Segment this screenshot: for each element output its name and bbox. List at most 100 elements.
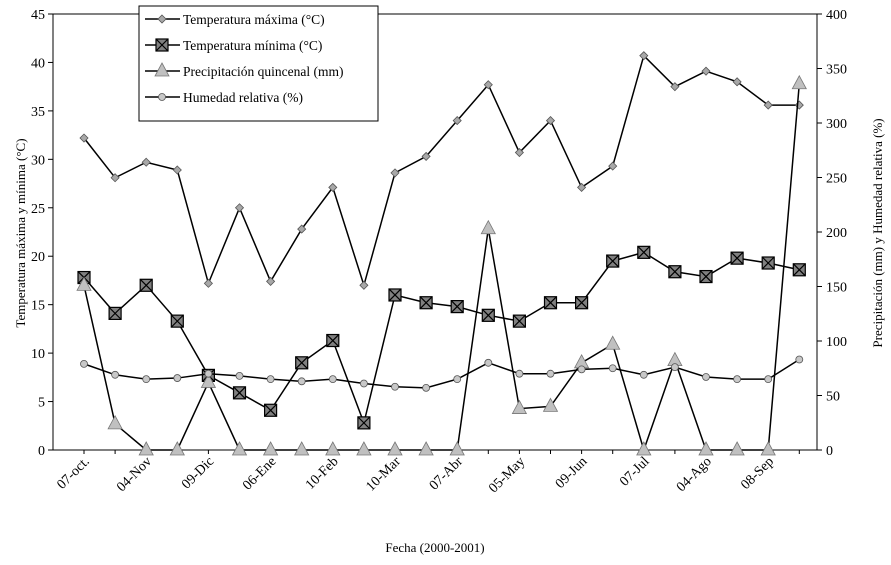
data-point — [356, 441, 372, 456]
x-tick-label: 10-Mar — [364, 454, 405, 495]
y-right-tick-label: 300 — [826, 117, 847, 132]
x-tick-label: 07-Jul — [617, 454, 652, 489]
legend-marker — [154, 62, 170, 77]
y-left-tick-label: 40 — [31, 56, 45, 71]
marker-x — [481, 308, 495, 322]
data-point — [514, 147, 524, 158]
data-point — [483, 80, 493, 90]
legend-box — [138, 5, 379, 122]
data-point — [110, 173, 120, 183]
x-tick-label: 08-Sep — [738, 454, 777, 493]
data-point — [387, 441, 403, 456]
data-point — [761, 256, 775, 270]
data-point — [791, 74, 807, 90]
y-left-tick-label: 30 — [31, 153, 45, 168]
y-right-tick-label: 200 — [826, 226, 847, 241]
data-point — [764, 375, 773, 384]
data-point — [231, 441, 248, 456]
data-point — [359, 379, 368, 388]
data-point — [702, 373, 710, 381]
data-point — [266, 375, 275, 384]
legend-label: Humedad relativa (%) — [183, 90, 303, 105]
data-point — [543, 296, 558, 310]
data-point — [295, 356, 309, 370]
data-point — [449, 441, 465, 456]
y-left-tick-label: 25 — [31, 202, 45, 217]
legend-marker — [158, 93, 166, 101]
data-point — [141, 157, 151, 167]
data-point — [701, 66, 711, 76]
data-point — [608, 161, 618, 171]
marker-x — [419, 296, 433, 310]
data-point — [574, 296, 589, 310]
data-point — [484, 358, 493, 367]
data-point — [639, 370, 648, 379]
x-tick-label: 07-oct. — [54, 454, 92, 492]
data-point — [391, 382, 399, 391]
legend-label: Precipitación quincenal (mm) — [183, 64, 343, 79]
data-point — [203, 278, 213, 288]
series-line — [83, 358, 800, 389]
marker-x — [668, 265, 682, 279]
x-tick-label: 09-Jun — [553, 454, 591, 492]
y-right-tick-label: 150 — [826, 281, 847, 296]
y-right-tick-label: 350 — [826, 63, 847, 78]
series-line — [83, 251, 800, 426]
data-point — [763, 100, 773, 110]
legend-label: Temperatura máxima (°C) — [183, 12, 325, 27]
data-point — [328, 182, 338, 192]
y-left-tick-label: 15 — [31, 299, 45, 314]
data-point — [637, 245, 651, 259]
marker-x — [637, 245, 651, 259]
data-point — [511, 399, 528, 414]
marker-x — [139, 278, 153, 292]
data-point — [481, 308, 495, 322]
data-point — [515, 369, 524, 378]
data-point — [421, 151, 431, 161]
marker-x — [388, 288, 402, 302]
x-tick-label: 04-Nov — [114, 454, 155, 495]
data-point — [636, 441, 652, 456]
data-point — [388, 288, 402, 302]
data-point — [264, 403, 278, 417]
data-point — [418, 441, 434, 456]
data-point — [200, 373, 217, 388]
data-point — [512, 314, 527, 328]
data-point — [760, 441, 776, 456]
data-point — [170, 314, 184, 328]
data-point — [328, 375, 337, 384]
data-point — [419, 296, 433, 310]
y-left-tick-label: 35 — [31, 105, 45, 120]
data-point — [730, 251, 744, 265]
data-point — [325, 441, 341, 456]
data-point — [79, 133, 89, 143]
data-point — [639, 51, 649, 61]
data-point — [390, 168, 400, 178]
data-point — [107, 414, 123, 430]
data-point — [173, 374, 182, 382]
data-point — [452, 116, 462, 126]
marker-x — [357, 416, 371, 430]
data-point — [138, 441, 154, 456]
marker-x — [512, 314, 526, 328]
data-point — [450, 300, 464, 314]
x-axis-title: Fecha (2000-2001) — [385, 540, 484, 555]
data-point — [266, 276, 276, 286]
y-right-tick-label: 250 — [826, 172, 847, 187]
y-left-tick-label: 10 — [31, 347, 45, 362]
legend-marker — [155, 38, 169, 52]
data-point — [294, 441, 310, 456]
data-point — [422, 383, 431, 392]
data-point — [234, 203, 245, 213]
marker-x — [155, 38, 169, 52]
data-point — [699, 269, 713, 284]
data-point — [111, 370, 119, 379]
data-point — [80, 359, 88, 368]
series-line — [83, 83, 801, 453]
y-right-tick-label: 400 — [826, 8, 847, 23]
legend: Temperatura máxima (°C) Temperatura mínim… — [138, 5, 379, 122]
marker-x — [544, 296, 557, 310]
marker-x — [730, 251, 744, 265]
x-tick-label: 09-Dic — [179, 454, 217, 492]
